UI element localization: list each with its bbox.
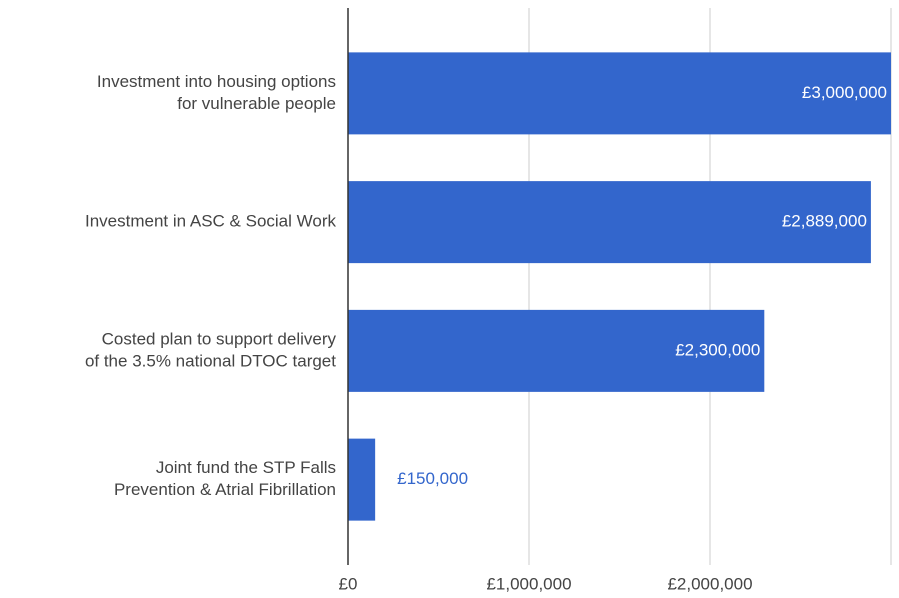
x-tick-label: £1,000,000 [486, 574, 571, 593]
y-tick-label: Prevention & Atrial Fibrillation [114, 480, 336, 499]
y-tick-label: Investment in ASC & Social Work [85, 212, 337, 231]
y-tick-label: for vulnerable people [177, 94, 336, 113]
x-tick-label: £0 [339, 574, 358, 593]
bar [348, 181, 871, 264]
bar [348, 52, 891, 135]
y-tick-label: Costed plan to support delivery [102, 329, 337, 348]
data-label: £3,000,000 [802, 83, 887, 102]
data-label: £150,000 [397, 469, 468, 488]
bar [348, 309, 765, 392]
x-tick-label: £2,000,000 [667, 574, 752, 593]
y-tick-label: Joint fund the STP Falls [156, 458, 336, 477]
y-tick-label: Investment into housing options [97, 72, 336, 91]
data-label: £2,889,000 [782, 212, 867, 231]
data-label: £2,300,000 [675, 340, 760, 359]
y-tick-label: of the 3.5% national DTOC target [85, 351, 336, 370]
bar [348, 438, 376, 521]
